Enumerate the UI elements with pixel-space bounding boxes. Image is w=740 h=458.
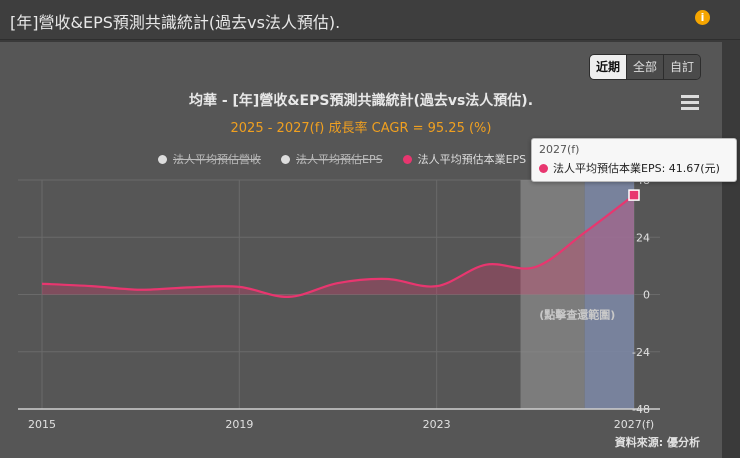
chart-subtitle: 2025 - 2027(f) 成長率 CAGR = 95.25 (%)	[230, 121, 492, 136]
forecast-band-shade	[520, 180, 585, 409]
source-note: 資料來源: 優分析	[614, 436, 700, 449]
legend-label: 法人平均預估本業EPS	[417, 153, 527, 166]
data-point	[89, 284, 93, 288]
data-point	[237, 285, 241, 289]
data-point	[484, 263, 488, 267]
page-title: [年]營收&EPS預測共識統計(過去vs法人預估).	[10, 13, 341, 32]
y-tick-label: 0	[643, 289, 650, 302]
x-tick-label: 2023	[423, 418, 451, 431]
legend-item-core-eps[interactable]: 法人平均預估本業EPS	[402, 151, 527, 167]
series-area	[42, 195, 634, 297]
range-button-group: 近期 全部 自訂	[589, 54, 702, 80]
x-tick-label: 2015	[28, 418, 56, 431]
legend-dot-icon	[158, 154, 167, 164]
tooltip-series: 法人平均預估本業EPS	[553, 162, 662, 175]
data-point	[188, 285, 192, 289]
data-point	[385, 277, 389, 281]
range-button-custom[interactable]: 自訂	[664, 55, 701, 79]
top-bar: [年]營收&EPS預測共識統計(過去vs法人預估). i	[0, 0, 740, 40]
highlight-point-marker	[628, 189, 640, 201]
forecast-band-label: (點擊查還範圍)	[539, 307, 615, 321]
chart-title: 均華 - [年]營收&EPS預測共識統計(過去vs法人預估).	[188, 93, 534, 109]
chart-legend: 法人平均預估營收 法人平均預估EPS 法人平均預估本業EPS	[158, 151, 546, 167]
tooltip-date: 2027(f)	[539, 143, 580, 156]
legend-item-eps[interactable]: 法人平均預估EPS	[281, 151, 383, 167]
series-line	[41, 194, 635, 298]
range-button-all[interactable]: 全部	[627, 55, 665, 79]
legend-dot-icon	[402, 154, 412, 164]
tooltip-dot-icon	[539, 163, 548, 173]
data-point	[139, 288, 143, 292]
legend-item-revenue[interactable]: 法人平均預估營收	[158, 151, 261, 167]
tooltip-value: 41.67(元)	[668, 162, 720, 175]
y-tick-label: -48	[632, 403, 650, 416]
x-tick-label: 2019	[225, 418, 253, 431]
data-point	[583, 230, 587, 234]
y-tick-label: 24	[636, 231, 650, 244]
data-point	[336, 281, 340, 285]
info-icon[interactable]: i	[695, 10, 710, 25]
legend-label: 法人平均預估營收	[173, 153, 261, 166]
x-tick-label: 2027(f)	[614, 418, 654, 431]
range-button-recent[interactable]: 近期	[590, 55, 628, 79]
hamburger-menu-icon[interactable]	[679, 93, 701, 113]
tooltip: 2027(f) 法人平均預估本業EPS: 41.67(元)	[531, 138, 737, 182]
data-point	[40, 282, 44, 286]
data-point	[435, 284, 439, 288]
legend-dot-icon	[281, 154, 290, 164]
data-point	[287, 295, 291, 299]
forecast-band-highlight	[584, 180, 634, 409]
y-tick-label: -24	[632, 346, 650, 359]
legend-label: 法人平均預估EPS	[296, 153, 383, 166]
data-point	[533, 265, 537, 269]
tooltip-row: 法人平均預估本業EPS: 41.67(元)	[539, 160, 720, 176]
